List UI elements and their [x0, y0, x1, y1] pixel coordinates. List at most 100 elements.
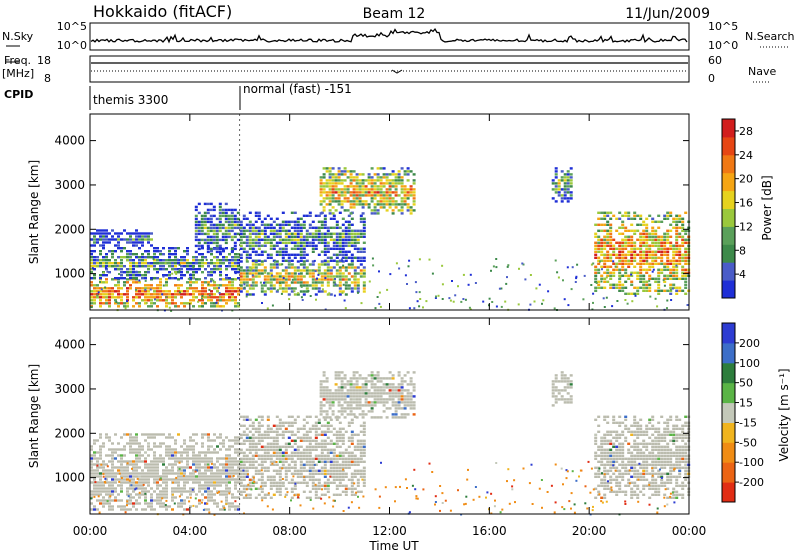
range-time-cell [108, 469, 111, 472]
range-time-cell [108, 262, 111, 265]
range-time-cell [222, 466, 225, 469]
range-time-cell [551, 386, 555, 389]
range-time-cell [216, 445, 219, 448]
range-time-cell [293, 448, 297, 451]
range-time-cell [666, 229, 670, 232]
range-time-cell [603, 475, 607, 478]
range-time-cell [278, 284, 282, 287]
isolated-echo [590, 284, 593, 286]
range-time-cell [376, 194, 380, 197]
range-time-cell [343, 170, 347, 173]
range-time-cell [633, 271, 637, 274]
range-time-cell [209, 241, 213, 245]
range-time-cell [239, 278, 243, 281]
range-time-cell [343, 209, 347, 212]
range-time-cell [684, 286, 688, 289]
range-time-cell [290, 466, 294, 469]
range-time-cell [314, 490, 318, 493]
range-time-cell [314, 433, 318, 436]
isolated-echo [118, 273, 120, 275]
range-time-cell [237, 287, 240, 290]
range-time-cell [603, 238, 607, 241]
range-time-cell [168, 472, 171, 475]
range-time-cell [263, 448, 267, 451]
range-time-cell [403, 191, 407, 194]
range-time-cell [322, 374, 326, 377]
range-time-cell [114, 232, 117, 235]
isolated-echo [104, 286, 107, 289]
range-time-cell [129, 460, 132, 463]
range-time-cell [207, 484, 210, 487]
isolated-echo [259, 281, 262, 284]
range-time-cell [117, 256, 120, 259]
range-time-cell [403, 194, 407, 197]
range-time-cell [177, 460, 180, 463]
range-time-cell [606, 214, 610, 217]
range-time-cell [373, 188, 377, 191]
range-time-cell [362, 220, 366, 223]
range-time-cell [117, 287, 120, 290]
range-time-cell [222, 490, 225, 493]
range-time-cell [356, 278, 360, 281]
range-time-cell [275, 487, 279, 490]
range-time-cell [150, 499, 153, 502]
range-time-cell [305, 460, 309, 463]
range-time-cell [251, 424, 255, 427]
range-time-cell [349, 398, 353, 401]
range-time-cell [227, 217, 231, 221]
range-time-cell [251, 269, 255, 272]
range-time-cell [597, 247, 601, 250]
range-time-cell [114, 265, 117, 268]
range-time-cell [245, 272, 249, 275]
range-time-cell [621, 223, 625, 226]
range-time-cell [406, 398, 410, 401]
range-time-cell [278, 250, 282, 253]
range-time-cell [165, 436, 168, 439]
range-time-cell [99, 436, 102, 439]
isolated-echo [574, 281, 577, 283]
range-time-cell [93, 235, 96, 238]
range-time-cell [353, 281, 357, 284]
range-time-cell [210, 296, 213, 299]
range-time-cell [147, 463, 150, 466]
range-time-cell [350, 217, 354, 220]
range-time-cell [642, 259, 646, 262]
range-time-cell [335, 475, 339, 478]
range-time-cell [168, 277, 171, 280]
range-time-cell [654, 238, 658, 241]
range-time-cell [153, 259, 156, 262]
range-time-cell [132, 259, 135, 262]
range-time-cell [362, 442, 366, 445]
range-time-cell [618, 247, 622, 250]
range-time-cell [609, 235, 613, 238]
range-time-cell [615, 268, 619, 271]
range-time-cell [370, 374, 374, 377]
range-time-cell [382, 398, 386, 401]
range-time-cell [344, 266, 348, 269]
range-time-cell [225, 475, 228, 478]
range-time-cell [213, 472, 216, 475]
range-time-cell [204, 469, 207, 472]
range-time-cell [355, 191, 359, 194]
range-time-cell [338, 232, 342, 235]
range-time-cell [320, 220, 324, 223]
range-time-cell [338, 250, 342, 253]
range-time-cell [245, 496, 249, 499]
range-time-cell [338, 436, 342, 439]
range-time-cell [362, 284, 366, 287]
range-time-cell [102, 499, 105, 502]
range-time-cell [603, 433, 607, 436]
range-time-cell [350, 460, 354, 463]
range-time-cell [93, 508, 96, 511]
range-time-cell [657, 247, 661, 250]
range-time-cell [144, 232, 147, 235]
range-time-cell [299, 445, 303, 448]
range-time-cell [254, 241, 258, 244]
isolated-echo [406, 283, 408, 285]
range-time-cell [347, 226, 351, 229]
range-time-cell [612, 238, 616, 241]
range-time-cell [612, 286, 616, 289]
range-time-cell [400, 176, 404, 179]
range-time-cell [669, 268, 673, 271]
range-time-cell [400, 398, 404, 401]
